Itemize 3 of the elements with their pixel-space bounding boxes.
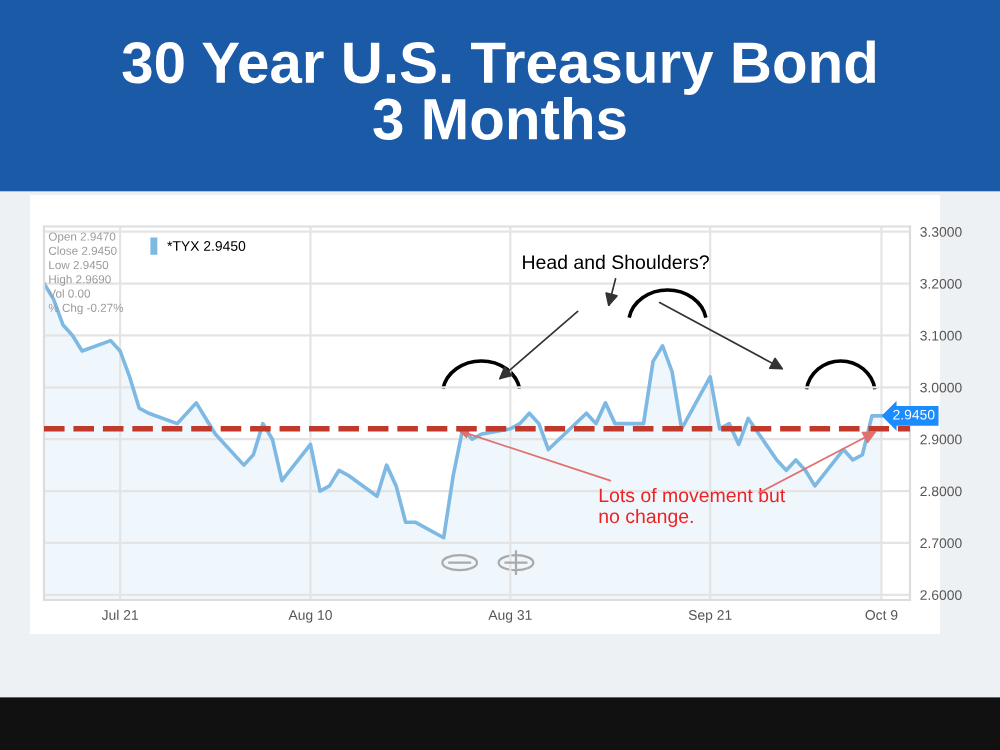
annotation: Head and Shoulders? <box>523 254 709 270</box>
annotation: Lots of movement but no change. <box>599 487 786 528</box>
chart-title: 30 Year U.S. Treasury Bond 3 Months <box>122 40 876 140</box>
